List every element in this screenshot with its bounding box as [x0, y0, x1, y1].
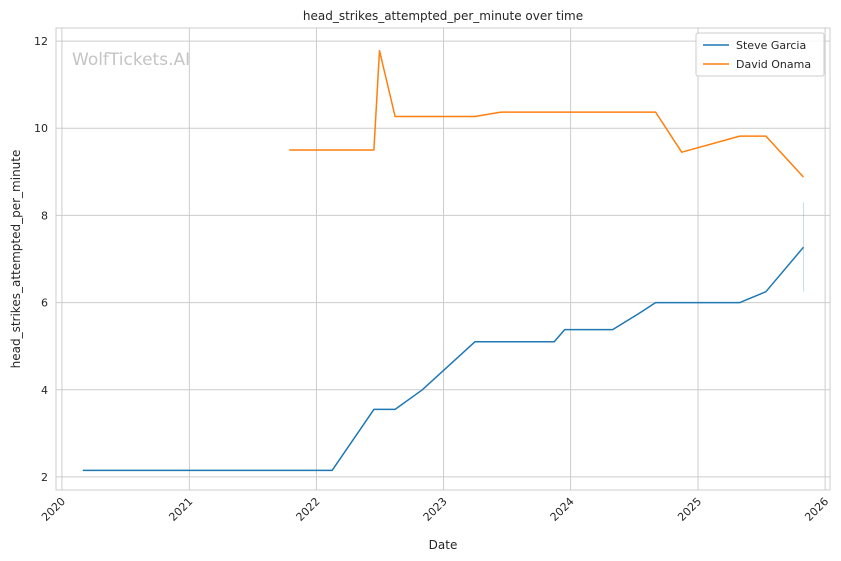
- y-tick-label-10: 10: [34, 122, 48, 135]
- y-axis-label: head_strikes_attempted_per_minute: [9, 150, 23, 369]
- x-axis-ticks: 2020 2021 2022 2023 2024 2025 2026: [39, 495, 831, 524]
- y-axis-ticks: 2 4 6 8 10 12: [34, 35, 48, 484]
- chart-title: head_strikes_attempted_per_minute over t…: [303, 9, 583, 23]
- legend: Steve Garcia David Onama: [695, 32, 825, 77]
- grid: [56, 28, 830, 490]
- legend-box: [695, 32, 825, 77]
- series-line-steve-garcia: [82, 246, 805, 472]
- y-tick-label-8: 8: [41, 209, 48, 222]
- x-tick-label-2022: 2022: [294, 495, 323, 524]
- x-tick-label-2023: 2023: [421, 495, 450, 524]
- y-tick-label-12: 12: [34, 35, 48, 48]
- series-layer: [82, 49, 805, 472]
- y-tick-label-2: 2: [41, 471, 48, 484]
- x-tick-label-2026: 2026: [802, 495, 831, 524]
- series-line-david-onama: [289, 49, 805, 178]
- x-axis-label: Date: [429, 538, 458, 552]
- legend-label-steve-garcia: Steve Garcia: [736, 39, 806, 52]
- x-tick-label-2021: 2021: [166, 495, 195, 524]
- y-tick-label-4: 4: [41, 384, 48, 397]
- y-tick-label-6: 6: [41, 297, 48, 310]
- x-tick-label-2025: 2025: [675, 495, 704, 524]
- watermark: WolfTickets.AI: [72, 50, 190, 70]
- x-tick-label-2024: 2024: [548, 495, 577, 524]
- x-tick-label-2020: 2020: [39, 495, 68, 524]
- plot-frame: [55, 27, 831, 491]
- legend-label-david-onama: David Onama: [736, 58, 811, 71]
